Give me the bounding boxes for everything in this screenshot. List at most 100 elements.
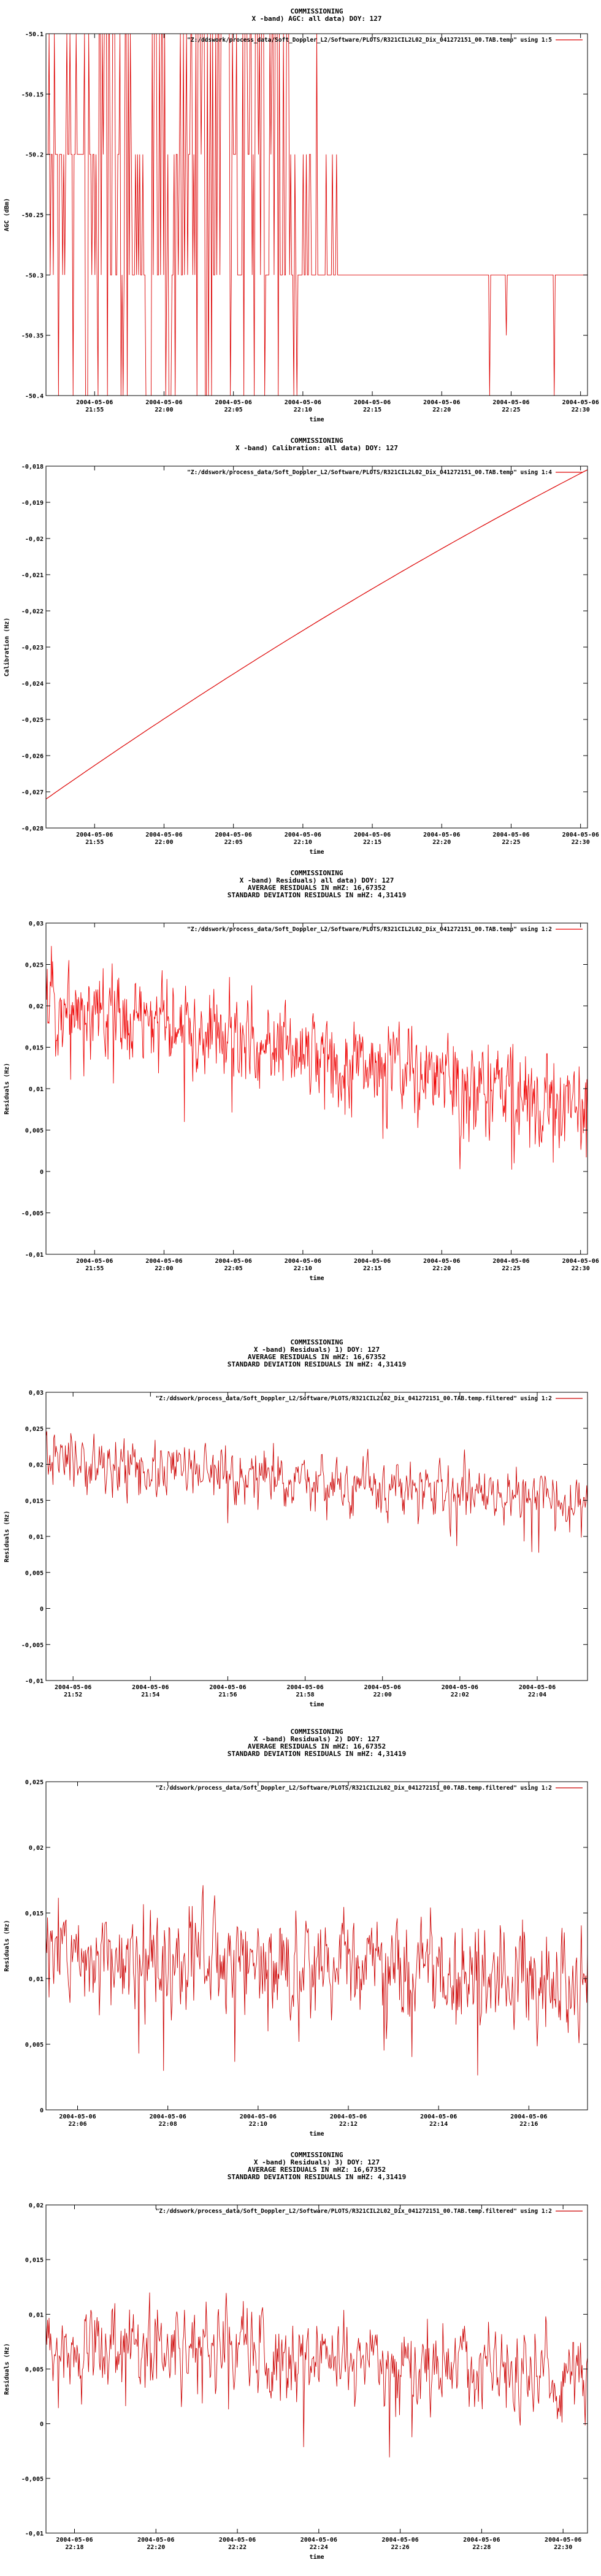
- xtick-date-label: 2004-05-06: [285, 399, 321, 406]
- chart-subtitle-1: X -band) Residuals) 3) DOY: 127: [254, 2158, 380, 2166]
- xtick-date-label: 2004-05-06: [56, 2537, 93, 2543]
- ytick-label: -0,028: [21, 826, 44, 832]
- ytick-label: 0,015: [25, 1911, 44, 1917]
- chart-title: COMMISSIONING: [290, 7, 343, 15]
- xtick-date-label: 2004-05-06: [240, 2114, 277, 2120]
- xtick-time-label: 22:08: [159, 2121, 177, 2128]
- xtick-date-label: 2004-05-06: [209, 1684, 246, 1691]
- xtick-date-label: 2004-05-06: [423, 399, 460, 406]
- chart-subtitle-1: X -band) Residuals) all data) DOY: 127: [240, 876, 394, 884]
- ytick-label: 0,03: [29, 921, 44, 927]
- chart-title: COMMISSIONING: [290, 2151, 343, 2159]
- xtick-date-label: 2004-05-06: [285, 832, 321, 838]
- legend-label: "Z:/ddswork/process_data/Soft_Doppler_L2…: [156, 1395, 552, 1402]
- ytick-label: 0,02: [29, 1003, 44, 1010]
- xtick-date-label: 2004-05-06: [463, 2537, 500, 2543]
- y-axis-label: AGC (dBm): [4, 198, 10, 231]
- x-axis-label: time: [309, 1275, 324, 1282]
- x-axis-label: time: [309, 848, 324, 856]
- xtick-time-label: 22:05: [224, 1265, 243, 1272]
- xtick-date-label: 2004-05-06: [420, 2114, 457, 2120]
- xtick-time-label: 22:30: [572, 407, 590, 413]
- xtick-time-label: 22:10: [294, 1265, 312, 1272]
- xtick-date-label: 2004-05-06: [492, 1258, 529, 1265]
- series-line: [46, 1885, 588, 2076]
- xtick-date-label: 2004-05-06: [145, 1258, 182, 1265]
- xtick-time-label: 22:25: [502, 1265, 520, 1272]
- xtick-time-label: 21:52: [64, 1692, 82, 1698]
- xtick-time-label: 22:22: [228, 2544, 247, 2551]
- xtick-time-label: 22:10: [294, 407, 312, 413]
- xtick-time-label: 22:18: [65, 2544, 83, 2551]
- ytick-label: -50.15: [21, 91, 44, 98]
- series-line: [46, 946, 588, 1170]
- xtick-time-label: 22:02: [451, 1692, 469, 1698]
- xtick-date-label: 2004-05-06: [132, 1684, 169, 1691]
- xtick-date-label: 2004-05-06: [510, 2114, 547, 2120]
- xtick-date-label: 2004-05-06: [492, 832, 529, 838]
- xtick-date-label: 2004-05-06: [354, 399, 391, 406]
- ytick-label: 0,02: [29, 1845, 44, 1852]
- xtick-date-label: 2004-05-06: [545, 2537, 581, 2543]
- chart-subtitle-2: AVERAGE RESIDUALS IN mHZ: 16,67352: [248, 2166, 386, 2174]
- ytick-label: -0,01: [25, 1252, 44, 1259]
- xtick-date-label: 2004-05-06: [330, 2114, 367, 2120]
- xtick-time-label: 22:05: [224, 839, 243, 846]
- x-axis-label: time: [309, 416, 324, 423]
- ytick-label: -0,024: [21, 681, 44, 688]
- ytick-label: -0,019: [21, 500, 44, 507]
- xtick-time-label: 22:20: [432, 839, 451, 846]
- ytick-label: -0,027: [21, 789, 44, 796]
- xtick-time-label: 21:55: [85, 1265, 104, 1272]
- chart-subtitle-1: X -band) AGC: all data) DOY: 127: [252, 15, 382, 23]
- ytick-label: 0,025: [25, 962, 44, 969]
- xtick-time-label: 22:25: [502, 839, 520, 846]
- xtick-time-label: 22:00: [155, 839, 173, 846]
- ytick-label: -0,005: [21, 1642, 44, 1649]
- x-axis-label: time: [309, 2553, 324, 2561]
- xtick-date-label: 2004-05-06: [76, 832, 113, 838]
- xtick-date-label: 2004-05-06: [285, 1258, 321, 1265]
- xtick-date-label: 2004-05-06: [354, 832, 391, 838]
- plot-frame: [45, 2204, 588, 2534]
- xtick-date-label: 2004-05-06: [519, 1684, 556, 1691]
- ytick-label: 0,015: [25, 2257, 44, 2264]
- legend-label: "Z:/ddswork/process_data/Soft_Doppler_L2…: [156, 1785, 552, 1792]
- xtick-time-label: 22:20: [147, 2544, 165, 2551]
- ytick-label: -50.35: [21, 333, 44, 340]
- chart-subtitle-1: X -band) Residuals) 1) DOY: 127: [254, 1346, 380, 1354]
- xtick-time-label: 22:00: [155, 407, 173, 413]
- xtick-time-label: 22:10: [249, 2121, 267, 2128]
- xtick-date-label: 2004-05-06: [381, 2537, 418, 2543]
- xtick-time-label: 22:20: [432, 407, 451, 413]
- xtick-time-label: 22:00: [155, 1265, 173, 1272]
- xtick-time-label: 22:20: [432, 1265, 451, 1272]
- xtick-date-label: 2004-05-06: [55, 1684, 91, 1691]
- xtick-date-label: 2004-05-06: [562, 399, 599, 406]
- xtick-date-label: 2004-05-06: [492, 399, 529, 406]
- y-axis-label: Residuals (Hz): [3, 1511, 10, 1562]
- xtick-date-label: 2004-05-06: [286, 1684, 323, 1691]
- xtick-date-label: 2004-05-06: [423, 832, 460, 838]
- ytick-label: 0,02: [29, 2202, 44, 2209]
- xtick-time-label: 22:15: [363, 839, 381, 846]
- ytick-label: 0,03: [29, 1390, 44, 1397]
- plot-frame: [45, 466, 588, 829]
- series-line: [46, 2292, 588, 2458]
- ytick-label: 0: [40, 2107, 44, 2114]
- xtick-date-label: 2004-05-06: [137, 2537, 174, 2543]
- ytick-label: -0,01: [25, 1678, 44, 1685]
- xtick-date-label: 2004-05-06: [354, 1258, 391, 1265]
- ytick-label: 0,01: [29, 1086, 44, 1093]
- ytick-label: -0,01: [25, 2531, 44, 2537]
- chart-subtitle-3: STANDARD DEVIATION RESIDUALS IN mHZ: 4,3…: [228, 891, 406, 899]
- ytick-label: -0,023: [21, 645, 44, 651]
- ytick-label: -50.1: [25, 31, 44, 38]
- legend-label: "Z:/ddswork/process_data/Soft_Doppler_L2…: [187, 469, 552, 476]
- chart-title: COMMISSIONING: [290, 869, 343, 877]
- xtick-time-label: 22:06: [68, 2121, 86, 2128]
- chart-subtitle-2: AVERAGE RESIDUALS IN mHZ: 16,67352: [248, 1353, 386, 1361]
